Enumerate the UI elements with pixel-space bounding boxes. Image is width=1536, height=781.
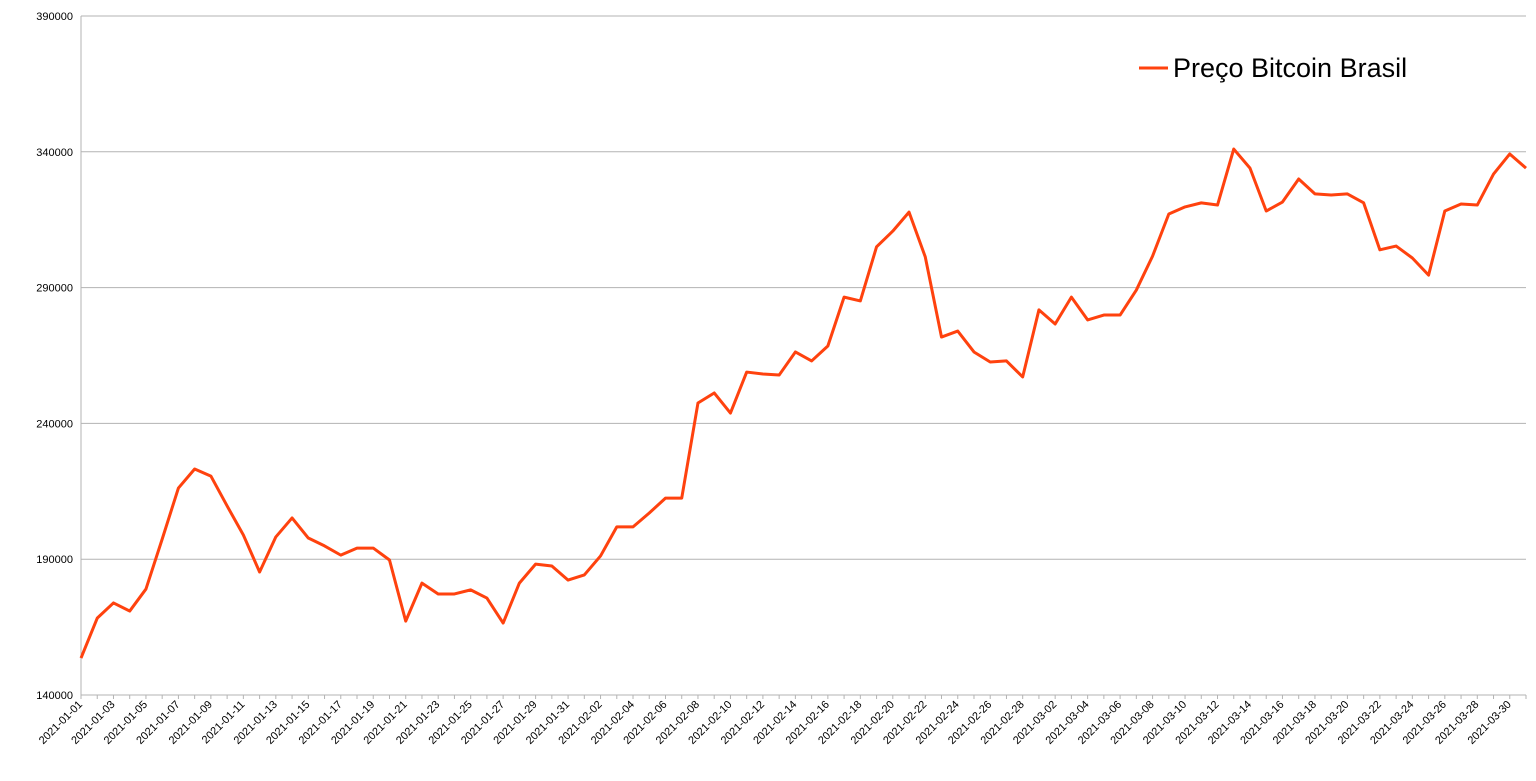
y-tick-label: 240000 [36,418,73,430]
line [79,147,1527,659]
y-tick-label: 140000 [36,690,73,702]
legend-label: Preço Bitcoin Brasil [1173,53,1407,83]
y-tick-label: 190000 [36,554,73,566]
y-tick-label: 290000 [36,283,73,295]
y-tick-label: 340000 [36,147,73,159]
y-tick-label: 390000 [36,11,73,23]
